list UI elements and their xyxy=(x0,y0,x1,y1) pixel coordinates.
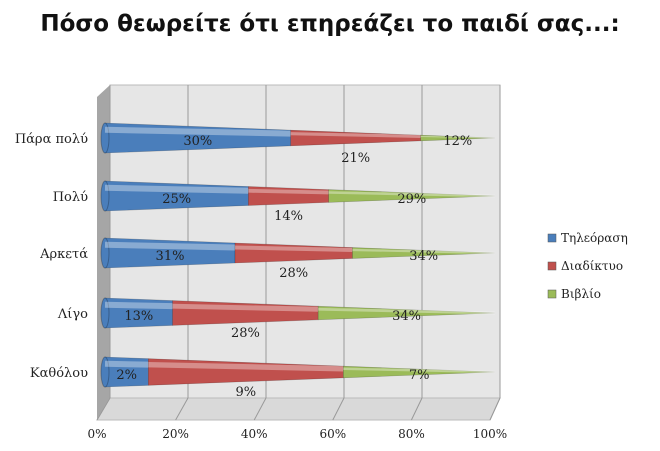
cone-highlight xyxy=(234,245,353,252)
data-label: 13% xyxy=(124,309,153,324)
legend-swatch xyxy=(547,289,557,299)
floor-gridline xyxy=(332,397,345,421)
data-label: 34% xyxy=(409,249,438,264)
cone-highlight xyxy=(172,303,319,312)
cone-base xyxy=(100,297,110,329)
x-tick-label: 20% xyxy=(162,427,189,441)
y-tick-label: Πολύ xyxy=(53,190,88,205)
floor-gridline xyxy=(253,397,267,421)
floor-gridline xyxy=(175,397,189,421)
floor-gridline xyxy=(96,397,111,421)
legend-label: Διαδίκτυο xyxy=(561,259,623,273)
data-label: 28% xyxy=(231,326,260,341)
floor xyxy=(96,397,501,421)
x-tick-label: 0% xyxy=(87,427,106,441)
cone-base xyxy=(100,356,110,388)
cone-highlight xyxy=(318,307,496,315)
y-tick-label: Αρκετά xyxy=(39,247,88,262)
data-label: 30% xyxy=(183,134,212,149)
data-label: 21% xyxy=(341,151,370,166)
data-label: 29% xyxy=(397,192,426,207)
data-label: 25% xyxy=(162,192,191,207)
y-tick-label: Λίγο xyxy=(57,307,88,322)
cone-highlight xyxy=(343,367,496,374)
legend-swatch xyxy=(547,261,557,271)
y-tick-label: Πάρα πολύ xyxy=(15,132,88,147)
floor-gridline xyxy=(410,397,423,421)
cone-segment xyxy=(328,189,496,203)
data-label: 31% xyxy=(156,249,185,264)
cone-segment xyxy=(317,305,496,321)
cone-segment xyxy=(352,247,496,259)
data-label: 28% xyxy=(279,266,308,281)
cone-highlight xyxy=(104,241,236,251)
cone-highlight xyxy=(104,360,149,368)
cone-base xyxy=(100,237,110,269)
cone-segment xyxy=(420,134,496,142)
cone-highlight xyxy=(352,248,496,255)
data-label: 9% xyxy=(236,385,257,400)
cone-segment xyxy=(343,365,496,379)
x-tick-label: 100% xyxy=(473,427,507,441)
cone-highlight xyxy=(104,126,291,137)
legend-swatch xyxy=(547,233,557,243)
cone-highlight xyxy=(148,362,344,372)
cone-base xyxy=(100,180,110,212)
data-label: 12% xyxy=(443,134,472,149)
x-tick-label: 40% xyxy=(241,427,268,441)
data-label: 7% xyxy=(409,368,430,383)
cone-highlight xyxy=(290,132,421,138)
data-label: 14% xyxy=(274,209,303,224)
x-tick-label: 80% xyxy=(398,427,425,441)
cone-base xyxy=(100,122,110,154)
cone-highlight xyxy=(420,135,496,139)
floor-gridline xyxy=(489,397,501,421)
cone-highlight xyxy=(248,188,329,195)
chart-title: Πόσο θεωρείτε ότι επηρεάζει το παιδί σας… xyxy=(40,11,620,37)
cone-highlight xyxy=(328,191,496,198)
data-label: 2% xyxy=(116,368,137,383)
cone-highlight xyxy=(104,301,173,310)
legend-label: Βιβλίο xyxy=(561,287,601,301)
x-tick-label: 60% xyxy=(319,427,346,441)
legend-label: Τηλεόραση xyxy=(561,231,628,245)
y-tick-label: Καθόλου xyxy=(30,366,88,381)
data-label: 34% xyxy=(392,309,421,324)
cone-highlight xyxy=(104,184,249,194)
